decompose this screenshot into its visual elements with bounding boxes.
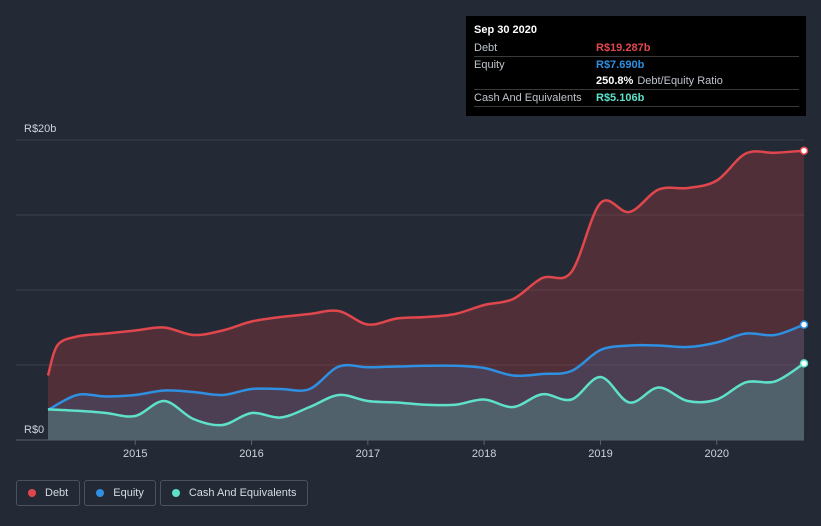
tooltip-row-cash: Cash And Equivalents R$5.106b <box>474 90 799 107</box>
x-tick-label: 2015 <box>123 448 147 460</box>
tooltip-label: Debt <box>474 42 498 54</box>
x-tick-label: 2018 <box>472 448 496 460</box>
cash-dot-icon <box>171 489 180 497</box>
tooltip-date: Sep 30 2020 <box>474 24 537 36</box>
x-tick-label: 2017 <box>356 448 380 460</box>
legend-label: Equity <box>113 487 144 499</box>
tooltip-label: Equity <box>474 59 505 71</box>
legend-label: Debt <box>45 487 69 499</box>
end-point-cash <box>799 359 809 368</box>
legend-item-cash[interactable]: Cash And Equivalents <box>159 480 309 506</box>
debt-dot-icon <box>28 489 36 497</box>
legend-item-debt[interactable]: Debt <box>16 480 81 506</box>
y-tick-label: R$0 <box>24 424 44 436</box>
tooltip-value-ratio: 250.8% <box>596 75 634 87</box>
series-lines <box>46 149 805 427</box>
line-debt <box>46 149 805 376</box>
tooltip-ratio-label: Debt/Equity Ratio <box>637 75 723 87</box>
equity-dot-icon <box>96 489 105 497</box>
tooltip-value-cash: R$5.106b <box>596 92 645 104</box>
tooltip-label: Cash And Equivalents <box>474 92 582 104</box>
tooltip-value-equity: R$7.690b <box>596 59 645 71</box>
area-cash <box>48 363 804 440</box>
legend-item-equity[interactable]: Equity <box>84 480 156 506</box>
series-areas <box>48 150 804 440</box>
area-equity <box>48 324 804 440</box>
legend-label: Cash And Equivalents <box>188 487 297 499</box>
tooltip-row-ratio: 250.8% Debt/Equity Ratio <box>474 73 799 90</box>
end-point-equity <box>799 320 809 329</box>
legend: Debt Equity Cash And Equivalents <box>16 480 309 506</box>
end-point-debt <box>799 146 809 155</box>
line-equity <box>47 323 805 412</box>
x-tick-label: 2016 <box>239 448 263 460</box>
tooltip-row-debt: Debt R$19.287b <box>474 40 799 57</box>
x-tick-label: 2019 <box>588 448 612 460</box>
line-cash <box>47 362 805 427</box>
tooltip-panel: Sep 30 2020 Debt R$19.287b Equity R$7.69… <box>466 16 806 116</box>
x-tick-label: 2020 <box>705 448 729 460</box>
tooltip-value-debt: R$19.287b <box>596 42 651 54</box>
y-tick-label: R$20b <box>24 123 56 135</box>
area-debt <box>48 150 804 440</box>
tooltip-row-equity: Equity R$7.690b <box>474 57 799 73</box>
axes: 2015 2016 2017 2018 2019 2020 R$0 R$20b <box>16 123 804 460</box>
end-markers <box>799 146 809 368</box>
